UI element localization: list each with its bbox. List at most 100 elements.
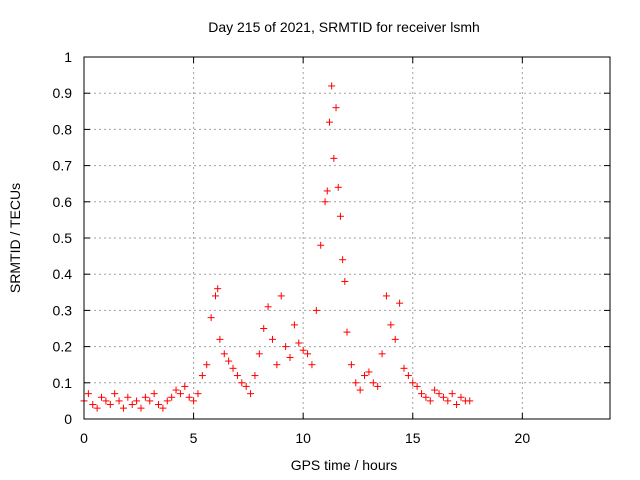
data-point [466,397,474,405]
data-point [212,292,219,300]
data-point [317,241,325,249]
data-point [216,335,224,343]
data-point [374,382,382,390]
data-point [185,393,193,401]
data-point [268,335,276,343]
data-point [260,325,268,332]
y-tick-label: 0.8 [53,121,73,137]
data-point [343,328,351,336]
grid-lines [84,57,610,419]
data-point [168,393,176,401]
data-point [400,364,408,372]
axis-ticks [83,56,610,420]
y-tick-label: 0.1 [53,375,73,391]
data-point [330,154,338,162]
data-point [163,397,171,405]
data-point [334,183,342,191]
data-point [286,353,294,361]
data-point [159,404,167,412]
data-point [312,306,320,314]
data-point [190,397,198,405]
data-point [295,339,303,347]
data-point [422,393,430,401]
data-point [251,372,259,380]
data-point [277,292,285,300]
data-points [80,82,474,412]
y-tick-label: 0.2 [53,339,73,355]
data-point [304,350,312,358]
data-point [426,397,434,405]
data-point [448,390,456,398]
data-point [146,397,154,405]
data-point [382,292,390,300]
x-tick-label: 10 [295,430,311,446]
y-tick-label: 0 [64,411,72,427]
data-point [328,82,336,90]
x-tick-label: 0 [80,430,88,446]
data-point [365,368,373,376]
data-point [98,393,106,401]
data-point [229,364,237,372]
data-point [233,372,241,380]
data-point [102,397,110,405]
data-point [111,390,119,398]
data-point [431,386,439,394]
data-point [347,361,355,369]
data-point [352,379,360,387]
data-point [341,277,349,285]
data-point [404,372,412,380]
data-point [325,118,333,126]
data-point [308,361,316,369]
data-point [409,379,417,387]
data-point [238,379,246,387]
y-tick-label: 0.5 [53,230,73,246]
data-point [378,350,386,358]
chart-title: Day 215 of 2021, SRMTID for receiver lsm… [208,19,480,35]
data-point [290,321,298,329]
data-point [336,212,344,220]
data-point [413,382,421,390]
data-point [435,390,443,398]
data-point [128,401,136,409]
data-point [391,335,399,343]
x-axis-title: GPS time / hours [291,457,398,473]
tick-labels: 0 5 10 15 20 0 0.1 0.2 0.3 0.4 0.5 0.6 0.7 0.8 0.9 1 [53,49,531,446]
data-point [176,390,184,398]
data-point [242,382,250,390]
data-point [418,390,426,398]
data-point [323,187,331,195]
data-point [321,198,329,206]
data-point [444,397,452,405]
data-point [361,372,369,380]
data-point [220,350,228,358]
data-point [356,386,364,394]
data-point [369,379,377,387]
data-point [150,390,158,398]
data-point [225,357,233,365]
data-point [172,386,180,394]
data-point [207,314,215,322]
data-point [181,382,189,390]
data-point [396,299,404,307]
data-point [89,401,97,409]
y-axis-title: SRMTID / TECUs [7,183,23,293]
data-point [137,404,145,412]
data-point [194,390,202,398]
data-point [255,350,263,358]
x-tick-label: 5 [190,430,198,446]
y-tick-label: 1 [64,49,72,65]
data-point [106,401,114,409]
x-tick-label: 20 [515,430,531,446]
data-point [247,390,255,398]
data-point [299,346,307,354]
data-point [282,343,290,351]
y-tick-label: 0.3 [53,302,73,318]
plot-frame [83,56,611,420]
data-point [273,361,281,369]
data-point [119,404,127,412]
y-tick-label: 0.9 [53,85,73,101]
data-point [115,397,123,405]
data-point [332,104,340,112]
data-point [93,404,101,412]
